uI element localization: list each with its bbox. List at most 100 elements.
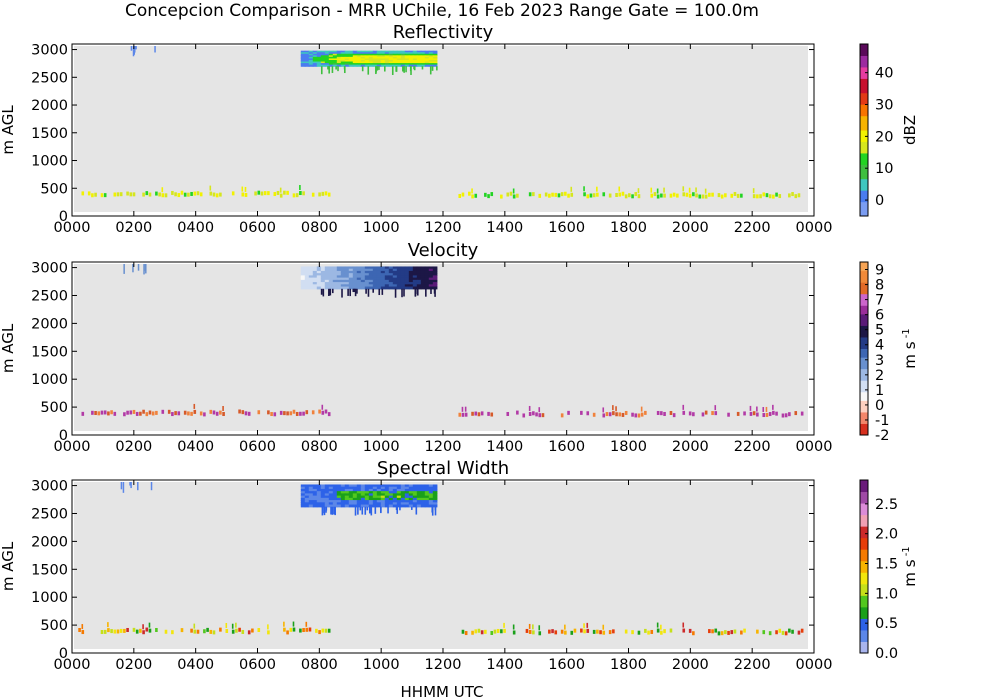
data-cell: [404, 59, 410, 63]
colorbar-segment: [860, 213, 868, 217]
data-cell: [428, 266, 434, 270]
colorbar-segment: [860, 144, 868, 148]
colorbar-segment: [860, 497, 868, 501]
data-cell: [424, 486, 430, 490]
data-cell: [364, 500, 370, 503]
data-cell: [408, 504, 414, 508]
data-cell: [682, 628, 686, 633]
data-cell: [490, 192, 494, 197]
data-cell: [554, 192, 558, 197]
data-cell: [733, 629, 737, 634]
data-cell: [404, 279, 410, 283]
x-tick-label: 1600: [548, 439, 585, 455]
data-cell: [356, 500, 362, 503]
data-cell: [532, 630, 535, 635]
data-cell: [372, 495, 378, 499]
data-cell: [300, 277, 306, 281]
data-cell: [410, 506, 413, 510]
data-cell: [490, 630, 494, 635]
data-cell: [177, 193, 181, 198]
data-cell: [434, 506, 437, 516]
colorbar-segment: [860, 285, 868, 289]
data-cell: [348, 61, 354, 64]
data-cell: [692, 631, 695, 636]
data-cell: [344, 495, 350, 499]
data-cell: [360, 497, 366, 501]
data-cell: [432, 275, 438, 279]
x-tick-label: 0800: [301, 220, 338, 236]
data-cell: [336, 270, 342, 274]
data-cell: [408, 497, 414, 501]
data-cell: [605, 412, 609, 417]
data-cell: [404, 277, 410, 281]
data-cell: [352, 286, 358, 290]
data-cell: [316, 266, 322, 270]
data-cell: [352, 279, 358, 283]
data-cell: [672, 192, 676, 197]
colorbar-segment: [860, 621, 868, 625]
colorbar-segment: [860, 420, 868, 424]
data-cell: [356, 282, 362, 285]
colorbar-segment: [860, 155, 868, 160]
data-cell: [608, 193, 612, 198]
data-cell: [360, 50, 366, 53]
data-cell: [364, 266, 370, 270]
data-cell: [286, 630, 289, 635]
data-cell: [324, 61, 330, 64]
data-cell: [647, 630, 650, 635]
data-cell: [384, 486, 390, 490]
x-tick-label: 0000: [54, 657, 91, 673]
data-cell: [336, 504, 342, 508]
data-cell: [599, 630, 602, 635]
data-cell: [727, 412, 730, 417]
data-cell: [304, 504, 310, 508]
data-cell: [328, 63, 334, 66]
data-cell: [384, 64, 390, 67]
data-cell: [308, 282, 314, 285]
colorbar-frame: [859, 479, 869, 654]
data-cell: [404, 63, 410, 66]
data-cell: [320, 50, 326, 53]
data-cell: [392, 56, 398, 60]
data-cell: [78, 628, 81, 633]
data-cell: [733, 191, 737, 196]
data-cell: [424, 284, 430, 288]
data-cell: [429, 66, 432, 75]
data-cell: [500, 194, 503, 199]
data-cell: [132, 409, 136, 414]
data-cell: [316, 284, 322, 288]
data-cell: [384, 488, 390, 492]
data-cell: [340, 56, 346, 60]
data-cell: [695, 187, 697, 193]
data-cell: [316, 282, 322, 285]
data-cell: [388, 53, 394, 56]
data-cell: [704, 410, 708, 415]
data-cell: [388, 486, 394, 490]
data-cell: [631, 194, 634, 199]
data-cell: [368, 275, 374, 279]
colorbar-segment: [860, 287, 868, 292]
colorbar-segment: [860, 546, 868, 550]
colorbar-tick-label: 0.5: [875, 616, 898, 632]
data-cell: [432, 486, 438, 490]
data-cell: [364, 275, 370, 279]
data-cell: [325, 506, 328, 511]
data-cell: [720, 631, 724, 636]
data-cell: [360, 486, 366, 490]
data-cell: [420, 504, 426, 508]
data-cell: [420, 63, 426, 66]
data-cell: [324, 504, 330, 508]
x-tick-label: 1800: [610, 220, 647, 236]
data-cell: [432, 55, 438, 58]
data-cell: [354, 506, 357, 516]
colorbar-segment: [860, 115, 868, 120]
data-cell: [592, 412, 596, 417]
data-cell: [328, 491, 334, 494]
data-cell: [775, 411, 778, 416]
data-cell: [396, 59, 402, 63]
colorbar-segment: [860, 503, 868, 507]
data-cell: [768, 194, 772, 199]
data-cell: [471, 194, 474, 199]
data-cell: [653, 192, 657, 197]
data-cell: [797, 630, 801, 635]
